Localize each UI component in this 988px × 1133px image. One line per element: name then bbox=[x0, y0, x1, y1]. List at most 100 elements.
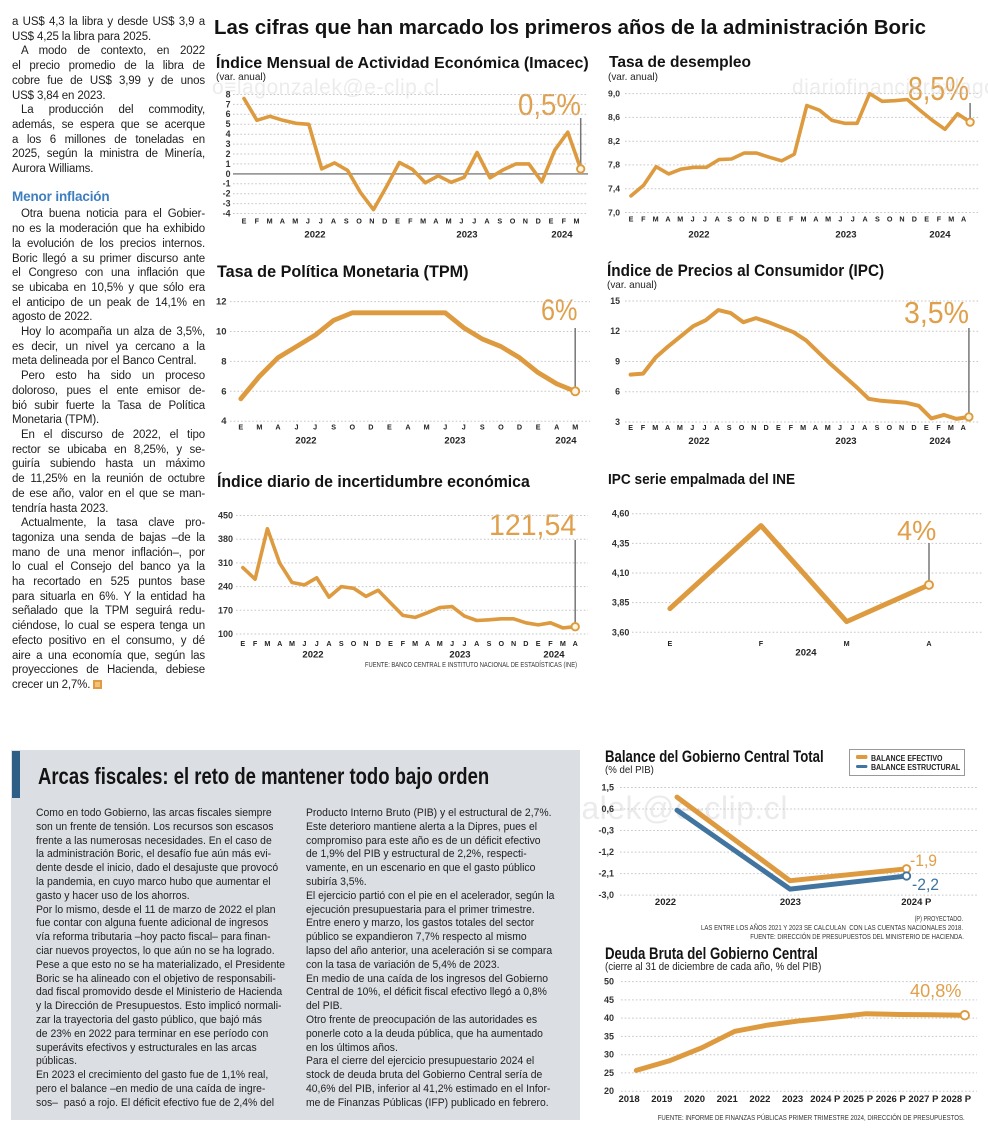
svg-text:N: N bbox=[369, 217, 374, 226]
svg-text:A: A bbox=[275, 423, 280, 432]
svg-text:8,6: 8,6 bbox=[608, 112, 620, 122]
svg-text:2023: 2023 bbox=[835, 436, 856, 447]
svg-text:A: A bbox=[280, 217, 285, 226]
svg-text:S: S bbox=[727, 423, 732, 432]
svg-text:M: M bbox=[446, 217, 452, 226]
svg-text:A: A bbox=[554, 423, 559, 432]
svg-text:J: J bbox=[313, 423, 317, 432]
svg-text:M: M bbox=[948, 215, 954, 224]
svg-text:50: 50 bbox=[604, 977, 614, 987]
svg-text:O: O bbox=[739, 215, 745, 224]
svg-text:2021: 2021 bbox=[717, 1094, 739, 1105]
svg-text:0: 0 bbox=[226, 169, 231, 179]
svg-text:2023: 2023 bbox=[835, 230, 856, 241]
svg-text:A: A bbox=[326, 639, 331, 648]
svg-text:J: J bbox=[472, 217, 476, 226]
svg-text:-0,3: -0,3 bbox=[598, 826, 614, 836]
svg-text:J: J bbox=[838, 215, 842, 224]
svg-text:100: 100 bbox=[218, 629, 233, 639]
svg-text:2023: 2023 bbox=[780, 897, 801, 908]
svg-text:A: A bbox=[813, 423, 818, 432]
svg-text:J: J bbox=[691, 215, 695, 224]
svg-text:A: A bbox=[665, 215, 670, 224]
svg-text:2019: 2019 bbox=[651, 1094, 672, 1105]
svg-text:2026 P: 2026 P bbox=[876, 1094, 907, 1105]
svg-text:D: D bbox=[376, 639, 381, 648]
svg-text:M: M bbox=[420, 217, 426, 226]
svg-text:D: D bbox=[912, 215, 917, 224]
svg-text:6: 6 bbox=[221, 386, 226, 397]
svg-text:A: A bbox=[961, 215, 966, 224]
svg-text:4,60: 4,60 bbox=[612, 509, 630, 519]
svg-text:O: O bbox=[351, 639, 357, 648]
svg-text:M: M bbox=[560, 639, 566, 648]
svg-text:A: A bbox=[405, 423, 410, 432]
svg-text:2022: 2022 bbox=[688, 436, 709, 447]
svg-text:7,8: 7,8 bbox=[608, 160, 620, 170]
svg-text:E: E bbox=[629, 215, 634, 224]
svg-text:310: 310 bbox=[218, 558, 233, 568]
svg-text:2024: 2024 bbox=[555, 436, 577, 447]
svg-text:J: J bbox=[306, 217, 310, 226]
svg-text:E: E bbox=[776, 423, 781, 432]
svg-text:M: M bbox=[424, 423, 430, 432]
svg-text:-3: -3 bbox=[223, 199, 231, 209]
svg-text:(P) PROYECTADO.: (P) PROYECTADO. bbox=[915, 914, 963, 923]
svg-text:F: F bbox=[789, 215, 794, 224]
svg-text:E: E bbox=[924, 215, 929, 224]
svg-text:-2,1: -2,1 bbox=[598, 869, 614, 879]
svg-text:2022: 2022 bbox=[688, 230, 709, 241]
svg-text:2020: 2020 bbox=[684, 1094, 705, 1105]
svg-text:N: N bbox=[511, 639, 516, 648]
svg-text:2023: 2023 bbox=[444, 436, 465, 447]
svg-text:LAS ENTRE LOS AÑOS 2021 Y 2023: LAS ENTRE LOS AÑOS 2021 Y 2023 SE CALCUL… bbox=[701, 923, 963, 932]
svg-text:5: 5 bbox=[226, 119, 231, 129]
svg-text:E: E bbox=[628, 423, 633, 432]
svg-text:J: J bbox=[703, 215, 707, 224]
svg-text:2022: 2022 bbox=[655, 897, 676, 908]
svg-text:2023: 2023 bbox=[782, 1094, 803, 1105]
svg-text:FUENTE: BANCO CENTRAL E INSTIT: FUENTE: BANCO CENTRAL E INSTITUTO NACION… bbox=[365, 660, 577, 669]
svg-text:4: 4 bbox=[226, 129, 231, 139]
svg-text:10: 10 bbox=[216, 327, 227, 338]
svg-text:2022: 2022 bbox=[749, 1094, 770, 1105]
svg-text:-4: -4 bbox=[223, 208, 231, 218]
svg-text:M: M bbox=[652, 423, 658, 432]
svg-text:A: A bbox=[714, 423, 719, 432]
svg-text:A: A bbox=[331, 217, 336, 226]
svg-text:M: M bbox=[264, 639, 270, 648]
svg-text:D: D bbox=[523, 639, 528, 648]
svg-text:S: S bbox=[339, 639, 344, 648]
svg-text:E: E bbox=[240, 639, 245, 648]
svg-text:N: N bbox=[899, 215, 904, 224]
svg-text:J: J bbox=[450, 639, 454, 648]
svg-text:O: O bbox=[350, 423, 356, 432]
svg-text:S: S bbox=[344, 217, 349, 226]
svg-text:J: J bbox=[850, 423, 854, 432]
svg-text:8: 8 bbox=[221, 356, 226, 367]
svg-text:J: J bbox=[459, 217, 463, 226]
svg-text:D: D bbox=[536, 217, 541, 226]
svg-text:6: 6 bbox=[226, 109, 231, 119]
svg-text:D: D bbox=[911, 423, 916, 432]
svg-text:15: 15 bbox=[610, 296, 620, 306]
svg-text:N: N bbox=[523, 217, 528, 226]
svg-text:N: N bbox=[751, 423, 756, 432]
svg-text:2023: 2023 bbox=[449, 650, 470, 661]
svg-text:E: E bbox=[536, 423, 541, 432]
svg-text:F: F bbox=[408, 217, 413, 226]
svg-text:M: M bbox=[948, 423, 954, 432]
svg-text:O: O bbox=[510, 217, 516, 226]
svg-text:25: 25 bbox=[604, 1068, 614, 1078]
svg-text:S: S bbox=[480, 423, 485, 432]
svg-text:S: S bbox=[497, 217, 502, 226]
svg-text:2023: 2023 bbox=[456, 230, 477, 241]
svg-text:-1: -1 bbox=[223, 179, 231, 189]
svg-text:0,6: 0,6 bbox=[601, 804, 614, 814]
svg-text:A: A bbox=[573, 639, 578, 648]
svg-text:E: E bbox=[242, 217, 247, 226]
svg-text:N: N bbox=[363, 639, 368, 648]
svg-text:O: O bbox=[887, 423, 893, 432]
svg-text:F: F bbox=[789, 423, 794, 432]
svg-text:F: F bbox=[548, 639, 553, 648]
